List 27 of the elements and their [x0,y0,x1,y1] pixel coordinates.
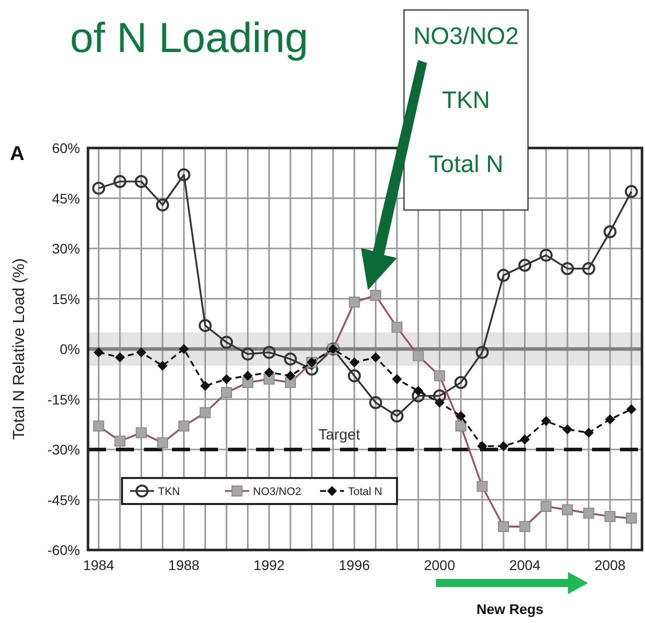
y-tick-label: 15% [52,290,80,307]
annotation: Total N [428,151,504,178]
x-tick-label: 1988 [168,557,200,573]
legend-label: NO3/NO2 [253,486,302,498]
text: A [10,143,24,165]
chart-title: of N Loading [70,14,308,61]
y-tick-label: -15% [47,391,80,408]
y-tick-label: 45% [52,190,80,206]
y-tick-label: -30% [47,442,80,458]
x-tick-label: 2000 [424,557,456,573]
y-tick-label: -45% [47,492,80,508]
x-tick-label: 1996 [338,557,370,573]
x-tick-label: 1992 [254,557,285,573]
text: New Regs [476,601,544,617]
x-tick-label: 2008 [594,557,626,573]
legend-label: TKN [158,486,180,498]
y-tick-label: 60% [52,140,80,156]
x-tick-label: 2004 [509,557,541,573]
text: NO3/NO2 [413,23,519,50]
y-axis-title: Total N Relative Load (%) [11,258,28,440]
x-tick-label: 1984 [83,557,114,573]
y-tick-label: 30% [52,240,80,256]
legend-label: Total N [348,486,382,498]
ref-line-label: Target [318,426,361,444]
y-tick-label: -60% [47,542,80,558]
text: TKN [442,87,490,114]
y-tick-label: 0% [60,341,80,357]
